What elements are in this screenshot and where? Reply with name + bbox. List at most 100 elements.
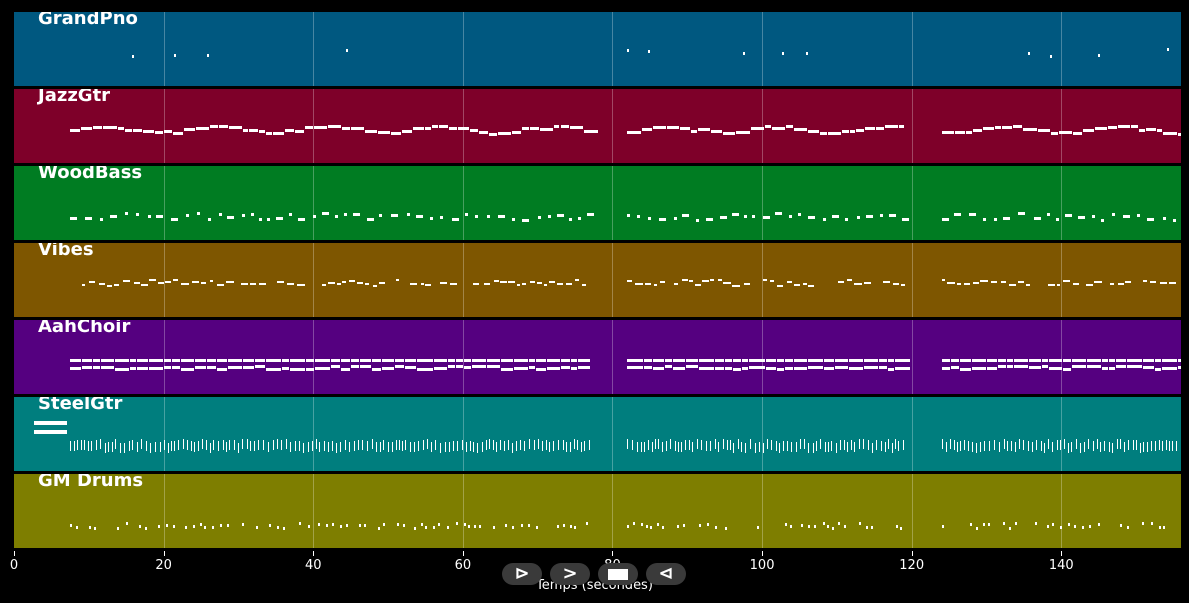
note <box>290 441 292 452</box>
note <box>1056 439 1058 450</box>
note <box>477 442 479 453</box>
note <box>1108 442 1110 453</box>
note <box>853 282 862 285</box>
note <box>132 439 133 450</box>
note <box>1027 51 1030 55</box>
note <box>132 129 142 132</box>
note <box>1073 525 1076 528</box>
note <box>366 217 374 221</box>
track-gm-drums[interactable]: GM Drums <box>14 474 1181 548</box>
note <box>315 359 330 362</box>
note <box>276 281 284 284</box>
note <box>864 366 878 370</box>
note <box>199 523 202 527</box>
note <box>382 522 385 526</box>
note <box>207 218 211 222</box>
note <box>416 215 424 219</box>
track-grandpno[interactable]: GrandPno <box>14 12 1181 86</box>
note <box>849 366 864 370</box>
gridline <box>612 166 614 240</box>
note <box>1167 48 1170 52</box>
note <box>486 365 500 369</box>
note <box>678 441 679 452</box>
note <box>1072 365 1087 369</box>
note <box>640 442 642 453</box>
note <box>84 439 86 450</box>
note <box>736 131 750 134</box>
piano-roll-plot[interactable]: GrandPno JazzGtr WoodBass Vibes AahChoir Stee… <box>14 12 1181 551</box>
play-button[interactable]: ⊳ <box>502 563 542 585</box>
track-steelgtr[interactable]: SteelGtr <box>14 397 1181 471</box>
note <box>1119 523 1122 527</box>
note <box>435 440 437 451</box>
note <box>627 279 633 282</box>
gridline <box>762 12 764 86</box>
note <box>70 217 78 221</box>
note <box>717 279 723 282</box>
note <box>488 133 497 136</box>
note <box>844 525 847 529</box>
track-aahchoir[interactable]: AahChoir <box>14 320 1181 394</box>
note <box>359 365 372 369</box>
note <box>243 365 254 369</box>
note <box>743 214 747 218</box>
note <box>185 213 189 217</box>
note <box>226 281 235 284</box>
note <box>627 524 630 528</box>
note <box>632 522 635 526</box>
note <box>312 215 316 219</box>
note <box>807 365 824 369</box>
note <box>228 366 243 370</box>
note <box>154 131 164 134</box>
stop-button[interactable] <box>598 563 638 585</box>
rewind-button[interactable]: ⊲ <box>646 563 686 585</box>
gridline <box>163 12 165 86</box>
note <box>135 213 139 217</box>
note <box>676 525 679 529</box>
note <box>749 359 765 362</box>
track-vibes[interactable]: Vibes <box>14 243 1181 317</box>
note <box>660 280 666 283</box>
note <box>552 441 554 452</box>
note <box>367 441 369 452</box>
note <box>397 523 400 527</box>
note <box>807 216 815 220</box>
note <box>898 125 905 128</box>
track-jazzgtr[interactable]: JazzGtr <box>14 89 1181 163</box>
note <box>803 439 805 450</box>
note <box>508 280 516 283</box>
track-woodbass[interactable]: WoodBass <box>14 166 1181 240</box>
note <box>92 359 101 362</box>
note <box>863 439 865 450</box>
note <box>791 441 793 452</box>
note <box>584 440 586 451</box>
note <box>266 367 281 371</box>
x-tick-label: 60 <box>454 558 472 573</box>
note <box>115 367 129 371</box>
note <box>941 367 951 371</box>
note <box>178 440 180 451</box>
note <box>812 442 814 453</box>
note <box>653 359 664 362</box>
note <box>859 522 862 526</box>
note <box>372 367 382 371</box>
note <box>777 284 784 287</box>
note <box>342 280 347 283</box>
note <box>666 126 679 129</box>
note <box>562 440 564 451</box>
fast-forward-button[interactable]: > <box>550 563 590 585</box>
note <box>983 127 994 130</box>
note <box>661 442 663 453</box>
note <box>233 439 235 450</box>
note <box>1146 128 1156 131</box>
note <box>34 421 67 425</box>
note <box>750 439 752 450</box>
note <box>352 212 360 216</box>
note <box>650 526 653 530</box>
note <box>785 125 794 128</box>
note <box>941 439 943 449</box>
gridline <box>462 320 464 394</box>
x-tick-label: 100 <box>749 558 775 573</box>
note <box>281 439 283 450</box>
note <box>346 523 349 527</box>
